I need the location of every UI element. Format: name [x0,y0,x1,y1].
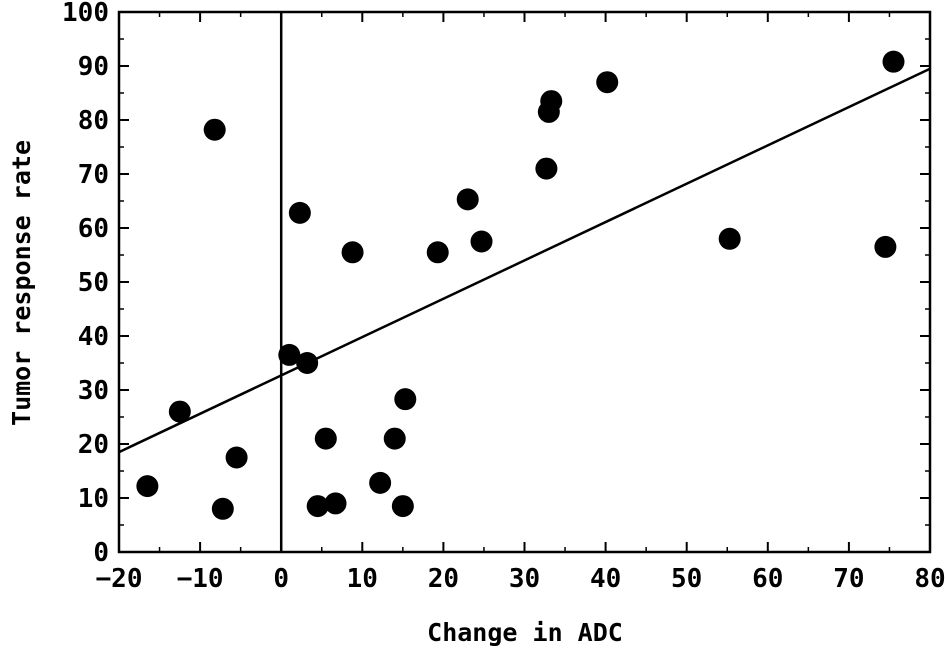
regression-line [118,67,931,454]
data-point [136,475,159,498]
y-tick-label: 50 [78,268,109,298]
data-point [540,90,563,113]
tick-labels: −20 −10 0 10 20 30 40 50 60 70 80 0 10 20 30 40 50 60 70 80… [62,0,945,594]
x-tick-label: 40 [590,564,621,594]
x-tick-label: 50 [671,564,702,594]
y-tick-label: 30 [78,376,109,406]
data-point [874,235,897,258]
y-tick-label: 10 [78,484,109,514]
x-tick-label: 0 [273,564,289,594]
y-tick-label: 90 [78,52,109,82]
data-point [168,400,191,423]
x-tick-label: 30 [509,564,540,594]
y-tick-label: 80 [78,106,109,136]
x-tick-label: 70 [833,564,864,594]
y-tick-label: 60 [78,214,109,244]
data-point [383,427,406,450]
x-tick-label: 60 [752,564,783,594]
x-tick-label: 20 [428,564,459,594]
data-point [225,446,248,469]
reference-lines [118,12,931,552]
x-axis-title: Change in ADC [427,618,623,647]
data-point [288,201,311,224]
tick-marks [118,11,931,553]
data-point [456,188,479,211]
data-point [369,471,392,494]
data-point [296,352,319,374]
x-tick-label: −20 [96,564,143,594]
data-point [211,497,234,520]
y-tick-label: 20 [78,430,109,460]
y-tick-label: 0 [93,538,109,568]
x-tick-label: −10 [177,564,224,594]
data-point [596,71,619,94]
data-point [278,343,301,366]
y-tick-label: 100 [62,0,109,28]
data-point [882,50,905,73]
x-tick-label: 10 [347,564,378,594]
y-tick-label: 70 [78,160,109,190]
plot-frame [117,10,932,554]
data-point [203,118,226,141]
data-point [324,492,347,515]
data-point [314,427,337,450]
data-point [426,241,449,264]
data-point [718,227,741,250]
y-axis-title: Tumor response rate [7,140,36,426]
data-points [136,50,905,520]
data-point [306,495,329,518]
data-point [470,230,493,253]
y-tick-label: 40 [78,322,109,352]
x-tick-label: 80 [914,564,945,594]
data-point [394,388,417,411]
axes [117,10,932,554]
data-point [535,157,558,180]
data-point [341,241,364,264]
data-point [391,495,414,518]
